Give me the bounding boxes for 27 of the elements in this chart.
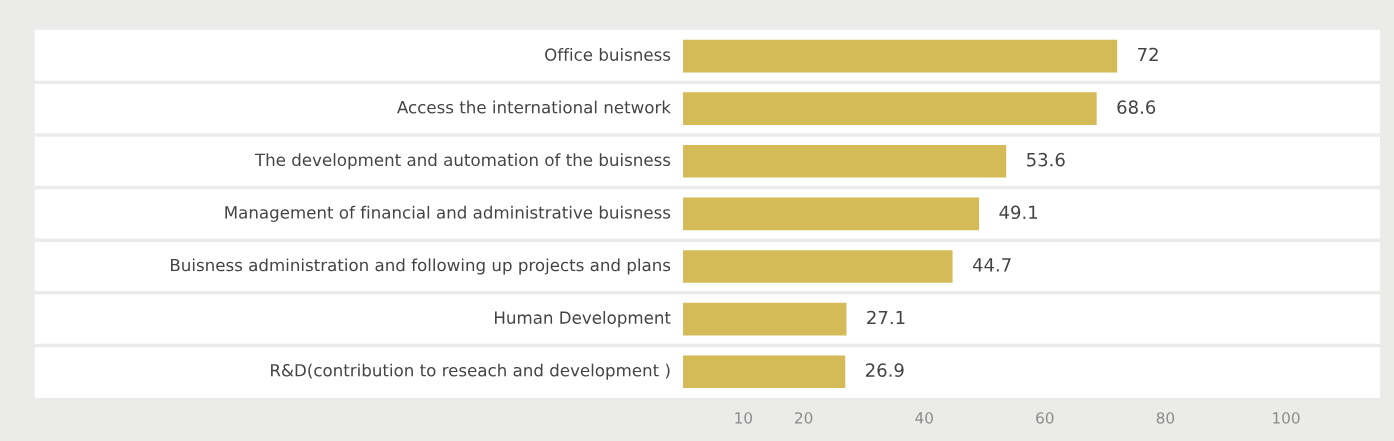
x-tick-label: 20 [795,412,813,424]
data-label: 27.1 [867,310,905,325]
y-tick-label: Management of financial and administrative buisness [225,205,671,222]
y-tick-label: R&D(contribution to reseach and development ) [271,363,670,380]
bar [683,302,847,336]
bar [683,144,1007,178]
bar [683,92,1097,125]
y-tick-label: Human Development [495,311,671,328]
x-tick-label: 80 [1156,412,1175,424]
bar [683,39,1118,73]
y-tick-label: Buisness administration and following up projects and plans [171,258,671,275]
data-label: 44.7 [972,258,1011,272]
bar [683,250,953,283]
x-tick-label: 60 [1036,412,1054,424]
bar [683,197,980,231]
y-tick-label: The development and automation of the buisness [254,153,671,170]
data-label: 72 [1138,47,1158,62]
bar [683,355,846,389]
y-tick-label: Office buisness [545,48,671,61]
y-tick-label: Access the international network [397,100,671,114]
data-label: 26.9 [866,363,904,377]
data-label: 49.1 [999,205,1038,220]
x-tick-label: 10 [735,412,753,424]
data-label: 53.6 [1027,152,1065,167]
data-label: 68.6 [1117,100,1156,114]
x-tick-label: 100 [1273,412,1300,424]
x-tick-label: 40 [915,412,933,424]
